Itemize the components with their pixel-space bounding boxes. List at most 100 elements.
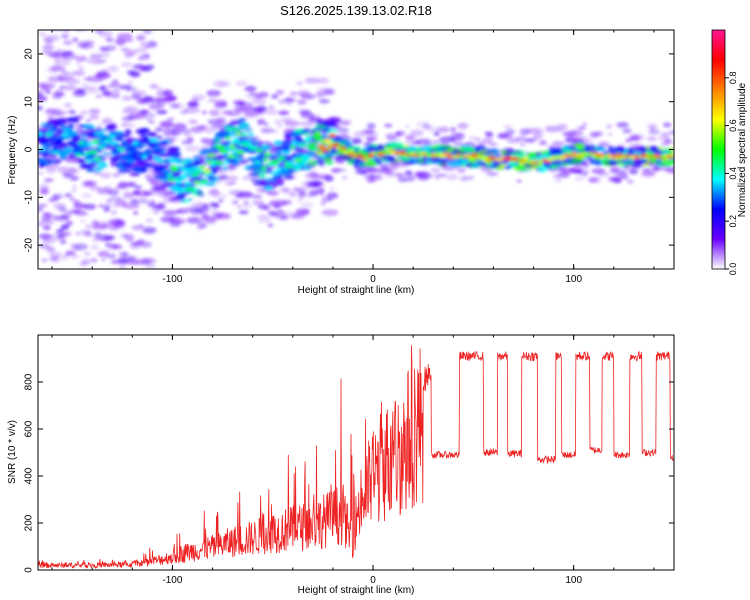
heatmap-cell — [73, 199, 81, 205]
heatmap-cell — [79, 134, 88, 138]
heatmap-cell — [498, 132, 513, 139]
heatmap-cell — [501, 160, 508, 165]
heatmap-cell — [576, 125, 587, 130]
heatmap-cell — [38, 221, 45, 226]
heatmap-cell — [145, 263, 156, 269]
heatmap-cell — [135, 258, 152, 266]
heatmap-cell — [366, 123, 376, 129]
heatmap-cell — [116, 32, 133, 40]
heatmap-cell — [311, 142, 318, 146]
snr-y-tick-label: 200 — [24, 514, 35, 531]
heatmap-cell — [160, 141, 169, 146]
heatmap-cell — [554, 178, 563, 183]
heatmap-cell — [193, 180, 201, 185]
heatmap-cell — [263, 108, 279, 115]
heatmap-cell — [281, 140, 291, 147]
heatmap-cell — [136, 34, 146, 42]
heatmap-cell — [156, 135, 163, 140]
heatmap-cell — [132, 141, 139, 145]
heatmap-cell — [125, 86, 138, 92]
heatmap-cell — [274, 153, 282, 157]
heatmap-cell — [107, 189, 120, 196]
heatmap-cell — [300, 154, 310, 159]
heatmap-cell — [206, 153, 216, 158]
heatmap-cell — [260, 127, 274, 134]
heatmap-cell — [142, 30, 153, 35]
heatmap-cell — [632, 150, 643, 156]
heatmap-cell — [129, 146, 137, 150]
heatmap-cell — [57, 234, 65, 238]
heatmap-cell — [42, 36, 51, 42]
heatmap-cell — [191, 94, 206, 101]
heatmap-cell — [275, 89, 285, 95]
heatmap-cell — [88, 85, 98, 91]
heatmap-cell — [309, 147, 316, 151]
heatmap-cell — [486, 171, 499, 177]
heatmap-cell — [130, 71, 141, 78]
heatmap-cell — [150, 199, 156, 203]
heatmap-cell — [245, 143, 253, 147]
figure-title: S126.2025.139.13.02.R18 — [280, 3, 432, 18]
heatmap-cell — [93, 157, 102, 161]
heatmap-cell — [236, 205, 242, 209]
heatmap-cell — [210, 187, 218, 193]
heatmap-cell — [98, 59, 107, 63]
heatmap-cell — [39, 184, 50, 190]
heatmap-cell — [269, 178, 277, 182]
heatmap-cell — [106, 199, 113, 203]
heatmap-cell — [474, 137, 481, 142]
heatmap-cell — [102, 68, 109, 72]
heatmap-cell — [670, 154, 674, 158]
heatmap-cell — [87, 155, 94, 159]
heatmap-cell — [209, 109, 220, 117]
heatmap-cell — [138, 162, 148, 168]
heatmap-cell — [589, 131, 600, 138]
heatmap-cell — [156, 97, 166, 103]
heatmap-cell — [84, 231, 93, 237]
heatmap-cell — [519, 143, 526, 147]
heatmap-cell — [439, 155, 446, 159]
heatmap-cell — [276, 209, 285, 215]
heatmap-cell — [71, 189, 77, 193]
heatmap-cell — [241, 203, 253, 209]
heatmap-cell — [47, 75, 62, 83]
heatmap-cell — [435, 161, 443, 165]
heatmap-cell — [289, 91, 298, 96]
heatmap-cell — [72, 70, 85, 77]
heatmap-cell — [235, 80, 248, 87]
heatmap-cell — [386, 155, 394, 161]
heatmap-cell — [626, 179, 634, 184]
heatmap-cell — [244, 164, 254, 171]
heatmap-cell — [38, 132, 43, 136]
heatmap-cell — [85, 142, 92, 146]
heatmap-cell — [111, 244, 123, 250]
heatmap-cell — [116, 185, 122, 189]
heatmap-cell — [450, 127, 457, 132]
heatmap-cell — [389, 142, 398, 147]
heatmap-cell — [459, 147, 467, 152]
heatmap-cell — [123, 154, 133, 158]
heatmap-cell — [121, 162, 132, 168]
heatmap-cell — [95, 94, 103, 99]
heatmap-cell — [207, 98, 218, 103]
heatmap-cell — [81, 82, 90, 88]
heatmap-cell — [449, 136, 464, 142]
heatmap-cell — [136, 99, 149, 105]
heatmap-cell — [251, 194, 263, 199]
spectrogram-y-tick-label: 10 — [24, 96, 35, 108]
heatmap-cell — [573, 142, 585, 149]
heatmap-cell — [282, 188, 289, 192]
heatmap-cell — [384, 123, 393, 128]
heatmap-cell — [61, 50, 74, 56]
heatmap-cell — [267, 190, 279, 196]
heatmap-cell — [364, 129, 376, 135]
heatmap-cell — [97, 145, 106, 150]
heatmap-cell — [366, 166, 378, 173]
heatmap-cell — [447, 153, 453, 157]
heatmap-cell — [213, 123, 223, 128]
heatmap-cell — [484, 131, 493, 136]
heatmap-cell — [113, 144, 122, 148]
heatmap-cell — [177, 167, 184, 171]
heatmap-cell — [471, 162, 481, 169]
heatmap-cell — [224, 136, 231, 140]
